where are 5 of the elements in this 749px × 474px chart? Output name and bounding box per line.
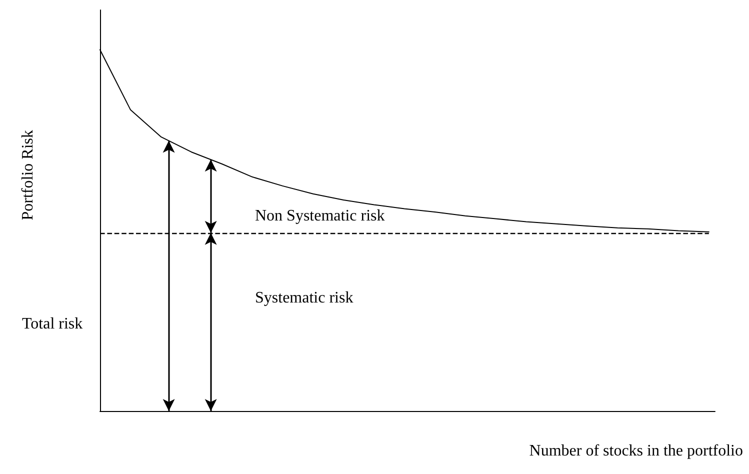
text: Total risk bbox=[22, 316, 83, 332]
annotation: Systematic risk bbox=[255, 290, 354, 306]
x-axis-title: Number of stocks in the portfolio bbox=[529, 442, 744, 460]
y-axis-title: Portfolio Risk bbox=[20, 130, 36, 220]
annotation: Non Systematic risk bbox=[255, 208, 385, 224]
